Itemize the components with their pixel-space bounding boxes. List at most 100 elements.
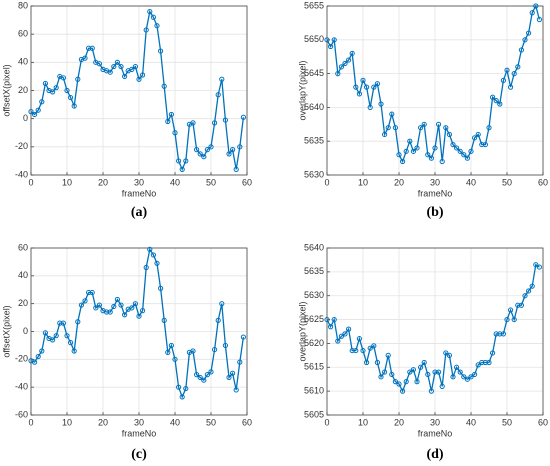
data-point	[53, 333, 59, 339]
data-point	[450, 141, 456, 148]
data-point	[389, 371, 395, 378]
data-point	[353, 84, 359, 90]
x-tick-label: 20	[98, 177, 108, 187]
data-point	[132, 301, 138, 307]
x-tick-label: 30	[134, 177, 144, 187]
data-point	[140, 72, 146, 78]
caption: (a)	[131, 205, 148, 220]
data-point	[349, 347, 355, 354]
data-point	[342, 60, 348, 67]
data-point	[490, 94, 496, 100]
y-tick-label: 5605	[304, 409, 324, 419]
data-point	[158, 48, 164, 54]
data-point	[533, 3, 539, 9]
data-point	[107, 69, 113, 75]
data-point	[57, 320, 63, 326]
plot-frame	[30, 5, 248, 176]
data-point	[215, 317, 221, 323]
data-point	[114, 296, 121, 303]
data-point	[346, 326, 352, 332]
data-point	[475, 131, 481, 138]
data-point	[468, 374, 474, 380]
data-point	[335, 71, 341, 77]
data-point	[176, 384, 182, 390]
data-point	[396, 152, 402, 158]
data-point	[215, 92, 221, 98]
x-tick-label: 40	[466, 177, 476, 187]
plot-frame	[30, 247, 248, 416]
data-point	[219, 301, 225, 307]
data-point	[518, 47, 525, 53]
x-tick-label: 10	[62, 177, 72, 187]
data-point	[526, 30, 532, 36]
data-point	[508, 307, 514, 313]
data-point	[179, 166, 185, 172]
data-point	[392, 125, 398, 131]
data-point	[482, 141, 488, 148]
data-point	[89, 45, 95, 51]
data-point	[457, 369, 463, 375]
data-point	[222, 117, 228, 123]
data-point	[432, 369, 438, 375]
y-tick-label: 0	[23, 326, 28, 336]
data-point	[78, 302, 85, 308]
data-point	[42, 330, 49, 336]
data-point	[50, 89, 56, 95]
data-point	[382, 369, 388, 375]
y-tick-label: 5625	[304, 314, 324, 324]
data-point	[472, 371, 478, 378]
data-point	[504, 67, 510, 73]
data-point	[168, 111, 174, 118]
y-axis-label: offsetX(pixel)	[1, 64, 11, 116]
data-point	[353, 347, 359, 354]
plot-frame	[326, 247, 544, 416]
x-tick-label: 60	[538, 177, 548, 187]
data-point	[172, 356, 178, 362]
data-point	[183, 385, 189, 392]
data-point	[147, 246, 153, 252]
data-point	[371, 343, 377, 349]
data-point	[114, 59, 121, 65]
data-point	[132, 63, 138, 70]
data-point	[338, 333, 344, 339]
data-point	[374, 359, 380, 366]
data-point	[96, 61, 103, 67]
x-tick-label: 40	[170, 417, 180, 427]
data-point	[86, 289, 92, 296]
data-point	[226, 374, 232, 381]
data-point	[515, 64, 521, 70]
data-point	[385, 352, 391, 358]
y-tick-label: 20	[18, 298, 28, 308]
data-point	[364, 359, 370, 366]
data-point	[168, 342, 174, 349]
data-point	[328, 43, 334, 50]
data-point	[136, 313, 142, 319]
data-point	[472, 135, 478, 141]
data-point	[158, 285, 164, 291]
data-point	[28, 109, 34, 115]
x-tick-label: 10	[358, 177, 368, 187]
data-point	[428, 388, 434, 394]
data-point	[410, 367, 416, 373]
data-point	[331, 316, 337, 323]
x-tick-label: 60	[242, 177, 252, 187]
data-point	[436, 369, 442, 375]
data-point	[136, 76, 142, 82]
y-tick-label: 5645	[304, 68, 324, 78]
data-point	[497, 101, 503, 107]
data-point	[457, 148, 463, 154]
data-point	[529, 283, 535, 289]
data-point	[479, 141, 485, 148]
data-point	[385, 125, 391, 131]
data-point	[75, 76, 81, 82]
data-point	[240, 114, 246, 120]
y-tick-label: 5655	[304, 0, 324, 10]
data-point	[389, 111, 395, 117]
data-point	[490, 350, 496, 356]
y-axis-label: offsetX(pixel)	[1, 305, 11, 357]
data-point	[414, 379, 420, 385]
data-point	[400, 158, 406, 165]
data-point	[201, 377, 207, 383]
data-point	[204, 372, 210, 378]
